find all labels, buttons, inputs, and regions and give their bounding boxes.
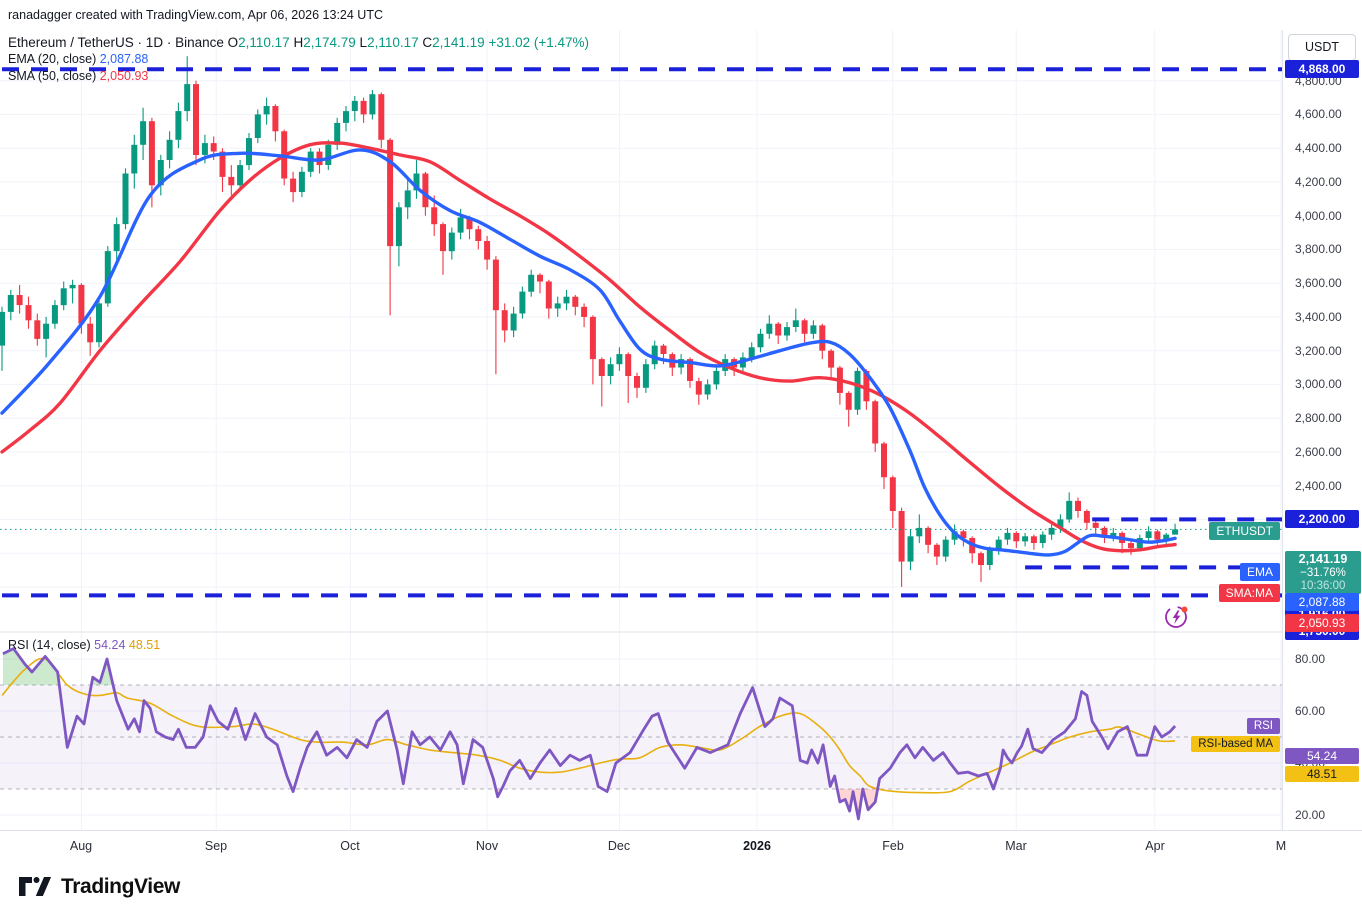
attribution-text: ranadagger created with TradingView.com,… [8, 8, 383, 22]
rsi-legend-label[interactable]: RSI (14, close) [8, 638, 91, 652]
time-tick-label: Feb [882, 839, 904, 853]
rsi-band [0, 684, 1282, 790]
price-axis[interactable]: USDT 4,800.00 4,600.00 4,400.00 4,200.00 4,0… [1282, 30, 1362, 830]
ohlc-close-label: C [422, 35, 433, 50]
tradingview-logo-icon [19, 877, 51, 896]
sma-legend-value: 2,050.93 [99, 69, 149, 83]
price-tick-label: 2,400.00 [1295, 479, 1342, 493]
price-tick-label: 2,800.00 [1295, 411, 1342, 425]
rsi-tick-label: 20.00 [1295, 808, 1326, 822]
currency-toggle-button[interactable]: USDT [1288, 34, 1356, 61]
sma50-line [0, 141, 1177, 553]
attribution-bar: ranadagger created with TradingView.com,… [0, 0, 1362, 30]
time-axis[interactable]: Aug Sep Oct Nov Dec 2026 Feb Mar Apr M [0, 830, 1362, 861]
rsi-ma-value-badge: 48.51 [1285, 766, 1359, 782]
flash-alert-icon[interactable] [1162, 601, 1192, 631]
price-tick-label: 3,600.00 [1295, 276, 1342, 290]
time-tick-label: Dec [607, 839, 631, 853]
rsi-line [2, 647, 1177, 821]
price-tick-label: 3,400.00 [1295, 310, 1342, 324]
rsi-line-label: RSI [1246, 718, 1280, 734]
price-tick-label: 4,000.00 [1295, 209, 1342, 223]
rsi-tick-label: 80.00 [1295, 652, 1326, 666]
ema-value-badge: 2,087.88 [1285, 593, 1359, 611]
time-tick-label: Mar [1005, 839, 1027, 853]
logo-strip: TradingView [0, 860, 1362, 919]
tradingview-logo[interactable]: TradingView [18, 874, 180, 900]
rsi-ma-line [1, 657, 1176, 794]
sma-line-label: SMA:MA [1218, 584, 1280, 602]
ohlc-open-value: 2,110.17 [238, 35, 290, 50]
ema-legend-value: 2,087.88 [99, 52, 149, 66]
chart-canvas[interactable] [0, 30, 1282, 830]
price-tick-label: 4,600.00 [1295, 107, 1342, 121]
price-tick-label: 3,000.00 [1295, 377, 1342, 391]
rsi-ma-line-label: RSI-based MA [1191, 736, 1280, 752]
tradingview-wordmark: TradingView [61, 875, 180, 898]
price-tick-label: 3,800.00 [1295, 242, 1342, 256]
sma-legend-label[interactable]: SMA (50, close) [8, 69, 97, 83]
lightning-icon [1165, 606, 1188, 628]
time-tick-label: Sep [204, 839, 228, 853]
chart-plot-area[interactable] [0, 30, 1282, 835]
symbol-title[interactable]: Ethereum / TetherUS · 1D · Binance [8, 35, 224, 50]
price-tick-label: 2,600.00 [1295, 445, 1342, 459]
ema-line-label: EMA [1239, 563, 1280, 581]
candles-layer [0, 56, 1179, 587]
last-price-value: 2,141.19 [1298, 552, 1348, 566]
ohlc-low-label: L [359, 35, 368, 50]
ohlc-low-value: 2,110.17 [367, 35, 419, 50]
time-tick-label: M [1275, 839, 1287, 853]
price-tick-label: 3,200.00 [1295, 344, 1342, 358]
price-tick-label: 4,200.00 [1295, 175, 1342, 189]
change-value: +31.02 (+1.47%) [488, 35, 590, 50]
ohlc-close-value: 2,141.19 [432, 35, 485, 50]
ema20-line [0, 148, 1177, 557]
rsi-value-badge: 54.24 [1285, 748, 1359, 764]
ohlc-high-label: H [293, 35, 304, 50]
time-tick-label: Nov [475, 839, 499, 853]
level-price-badge: 4,868.00 [1285, 60, 1359, 78]
last-price-badge: 2,141.19 −31.76% 10:36:00 [1285, 551, 1361, 594]
rsi-tick-label: 60.00 [1295, 704, 1326, 718]
ema-legend-label[interactable]: EMA (20, close) [8, 52, 97, 66]
ohlc-high-value: 2,174.79 [303, 35, 356, 50]
time-tick-label: Aug [69, 839, 93, 853]
sma-value-badge: 2,050.93 [1285, 614, 1359, 632]
price-tick-label: 4,400.00 [1295, 141, 1342, 155]
horizontal-level-lines[interactable] [2, 67, 1282, 598]
level-price-badge: 2,200.00 [1285, 510, 1359, 528]
ohlc-open-label: O [227, 35, 239, 50]
rsi-ma-legend-value: 48.51 [128, 638, 161, 652]
change-percent-value: −31.76% [1300, 567, 1346, 579]
time-tick-label: 2026 [743, 839, 771, 853]
symbol-legend[interactable]: Ethereum / TetherUS · 1D · Binance O2,11… [8, 34, 589, 85]
time-tick-label: Oct [340, 839, 360, 853]
rsi-legend[interactable]: RSI (14, close) 54.24 48.51 [8, 637, 160, 654]
bar-countdown: 10:36:00 [1300, 580, 1346, 592]
time-tick-label: Apr [1145, 839, 1165, 853]
rsi-legend-value: 54.24 [94, 638, 126, 652]
eth-price-line-label: ETHUSDT [1209, 522, 1280, 540]
